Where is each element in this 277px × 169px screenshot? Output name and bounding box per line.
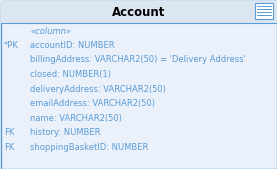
Text: billingAddress: VARCHAR2(50) = 'Delivery Address': billingAddress: VARCHAR2(50) = 'Delivery… xyxy=(30,55,246,65)
Text: FK: FK xyxy=(4,142,14,151)
Text: FK: FK xyxy=(4,128,14,137)
Bar xyxy=(255,3,273,19)
Text: «column»: «column» xyxy=(30,27,71,36)
Text: emailAddress: VARCHAR2(50): emailAddress: VARCHAR2(50) xyxy=(30,99,155,108)
Text: *PK: *PK xyxy=(4,41,19,50)
Text: history: NUMBER: history: NUMBER xyxy=(30,128,101,137)
Text: closed: NUMBER(1): closed: NUMBER(1) xyxy=(30,70,111,79)
Text: Account: Account xyxy=(112,6,165,18)
Text: accountID: NUMBER: accountID: NUMBER xyxy=(30,41,115,50)
Text: shoppingBasketID: NUMBER: shoppingBasketID: NUMBER xyxy=(30,142,148,151)
Text: deliveryAddress: VARCHAR2(50): deliveryAddress: VARCHAR2(50) xyxy=(30,84,166,93)
Text: name: VARCHAR2(50): name: VARCHAR2(50) xyxy=(30,114,122,123)
Bar xyxy=(1,1,276,22)
